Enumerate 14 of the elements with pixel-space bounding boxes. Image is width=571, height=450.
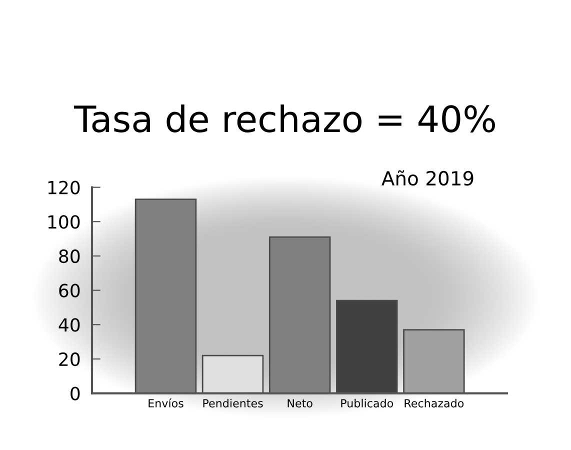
x-tick-label: Publicado	[341, 398, 394, 408]
x-tick-label: Pendientes	[203, 398, 263, 408]
y-tick-label: 120	[48, 180, 80, 194]
x-tick-label: Rechazado	[404, 398, 464, 408]
y-tick-label: 80	[59, 249, 80, 264]
y-tick-label: 20	[59, 352, 80, 366]
y-tick-label: 0	[70, 386, 80, 400]
y-tick-label: 60	[59, 284, 80, 298]
y-tick-label: 100	[48, 215, 80, 229]
x-tick-label: Envíos	[148, 398, 184, 408]
chart-title: Tasa de rechazo = 40%	[74, 104, 495, 132]
y-tick-label: 40	[58, 318, 80, 332]
x-tick-label: Neto	[288, 399, 312, 408]
text: Año 2019	[382, 170, 474, 186]
